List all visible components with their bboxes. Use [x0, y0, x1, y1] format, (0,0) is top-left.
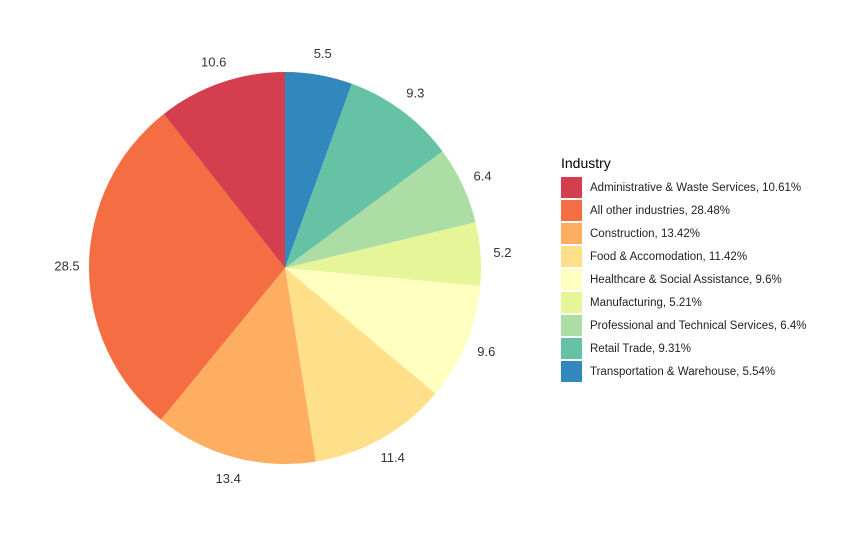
pie-slice	[163, 72, 285, 268]
legend-item: Healthcare & Social Assistance, 9.6%	[561, 268, 807, 291]
legend-item: Construction, 13.42%	[561, 222, 807, 245]
legend-label: Professional and Technical Services, 6.4…	[590, 319, 807, 332]
pie-slice	[285, 151, 476, 268]
pie-slices	[89, 72, 482, 464]
legend-label: Retail Trade, 9.31%	[590, 342, 692, 355]
legend-color-key	[561, 200, 582, 221]
legend-label: All other industries, 28.48%	[590, 204, 730, 217]
legend-color-key	[561, 338, 582, 359]
pie-slice	[285, 72, 352, 268]
pie-slice	[285, 268, 436, 462]
legend-items: Administrative & Waste Services, 10.61% A…	[561, 176, 807, 383]
legend: Industry Administrative & Waste Services…	[561, 155, 807, 383]
slice-value-label: 28.5	[54, 258, 79, 273]
legend-color-key	[561, 315, 582, 336]
pie-slice	[285, 268, 481, 394]
legend-item: Administrative & Waste Services, 10.61%	[561, 176, 807, 199]
pie-slice	[285, 83, 443, 268]
legend-title: Industry	[561, 155, 611, 171]
legend-item: Manufacturing, 5.21%	[561, 291, 807, 314]
legend-color-key	[561, 361, 582, 382]
legend-item: All other industries, 28.48%	[561, 199, 807, 222]
legend-label: Transportation & Warehouse, 5.54%	[590, 365, 776, 378]
pie-slice	[285, 222, 482, 286]
legend-color-key	[561, 292, 582, 313]
legend-color-key	[561, 269, 582, 290]
legend-label: Healthcare & Social Assistance, 9.6%	[590, 273, 782, 286]
legend-color-key	[561, 177, 582, 198]
legend-label: Food & Accomodation, 11.42%	[590, 250, 748, 263]
legend-item: Retail Trade, 9.31%	[561, 337, 807, 360]
slice-value-label: 5.5	[314, 46, 332, 61]
slice-value-label: 5.2	[493, 245, 511, 260]
slice-value-label: 9.3	[406, 86, 424, 101]
slice-value-label: 11.4	[381, 450, 405, 465]
legend-item: Food & Accomodation, 11.42%	[561, 245, 807, 268]
slice-value-label: 10.6	[201, 55, 226, 70]
legend-color-key	[561, 246, 582, 267]
legend-label: Manufacturing, 5.21%	[590, 296, 702, 309]
slice-value-label: 6.4	[474, 168, 492, 183]
pie-slice	[160, 268, 316, 464]
legend-item: Professional and Technical Services, 6.4…	[561, 314, 807, 337]
legend-label: Administrative & Waste Services, 10.61%	[590, 181, 802, 194]
legend-item: Transportation & Warehouse, 5.54%	[561, 360, 807, 383]
slice-value-label: 9.6	[477, 344, 495, 359]
slice-value-label: 13.4	[216, 471, 241, 486]
legend-color-key	[561, 223, 582, 244]
legend-label: Construction, 13.42%	[590, 227, 700, 240]
pie-slice	[89, 113, 285, 420]
pie-labels: 5.5 9.3 6.4 5.2 9.6 11.4 13.4 28.5 10.6	[54, 46, 511, 486]
